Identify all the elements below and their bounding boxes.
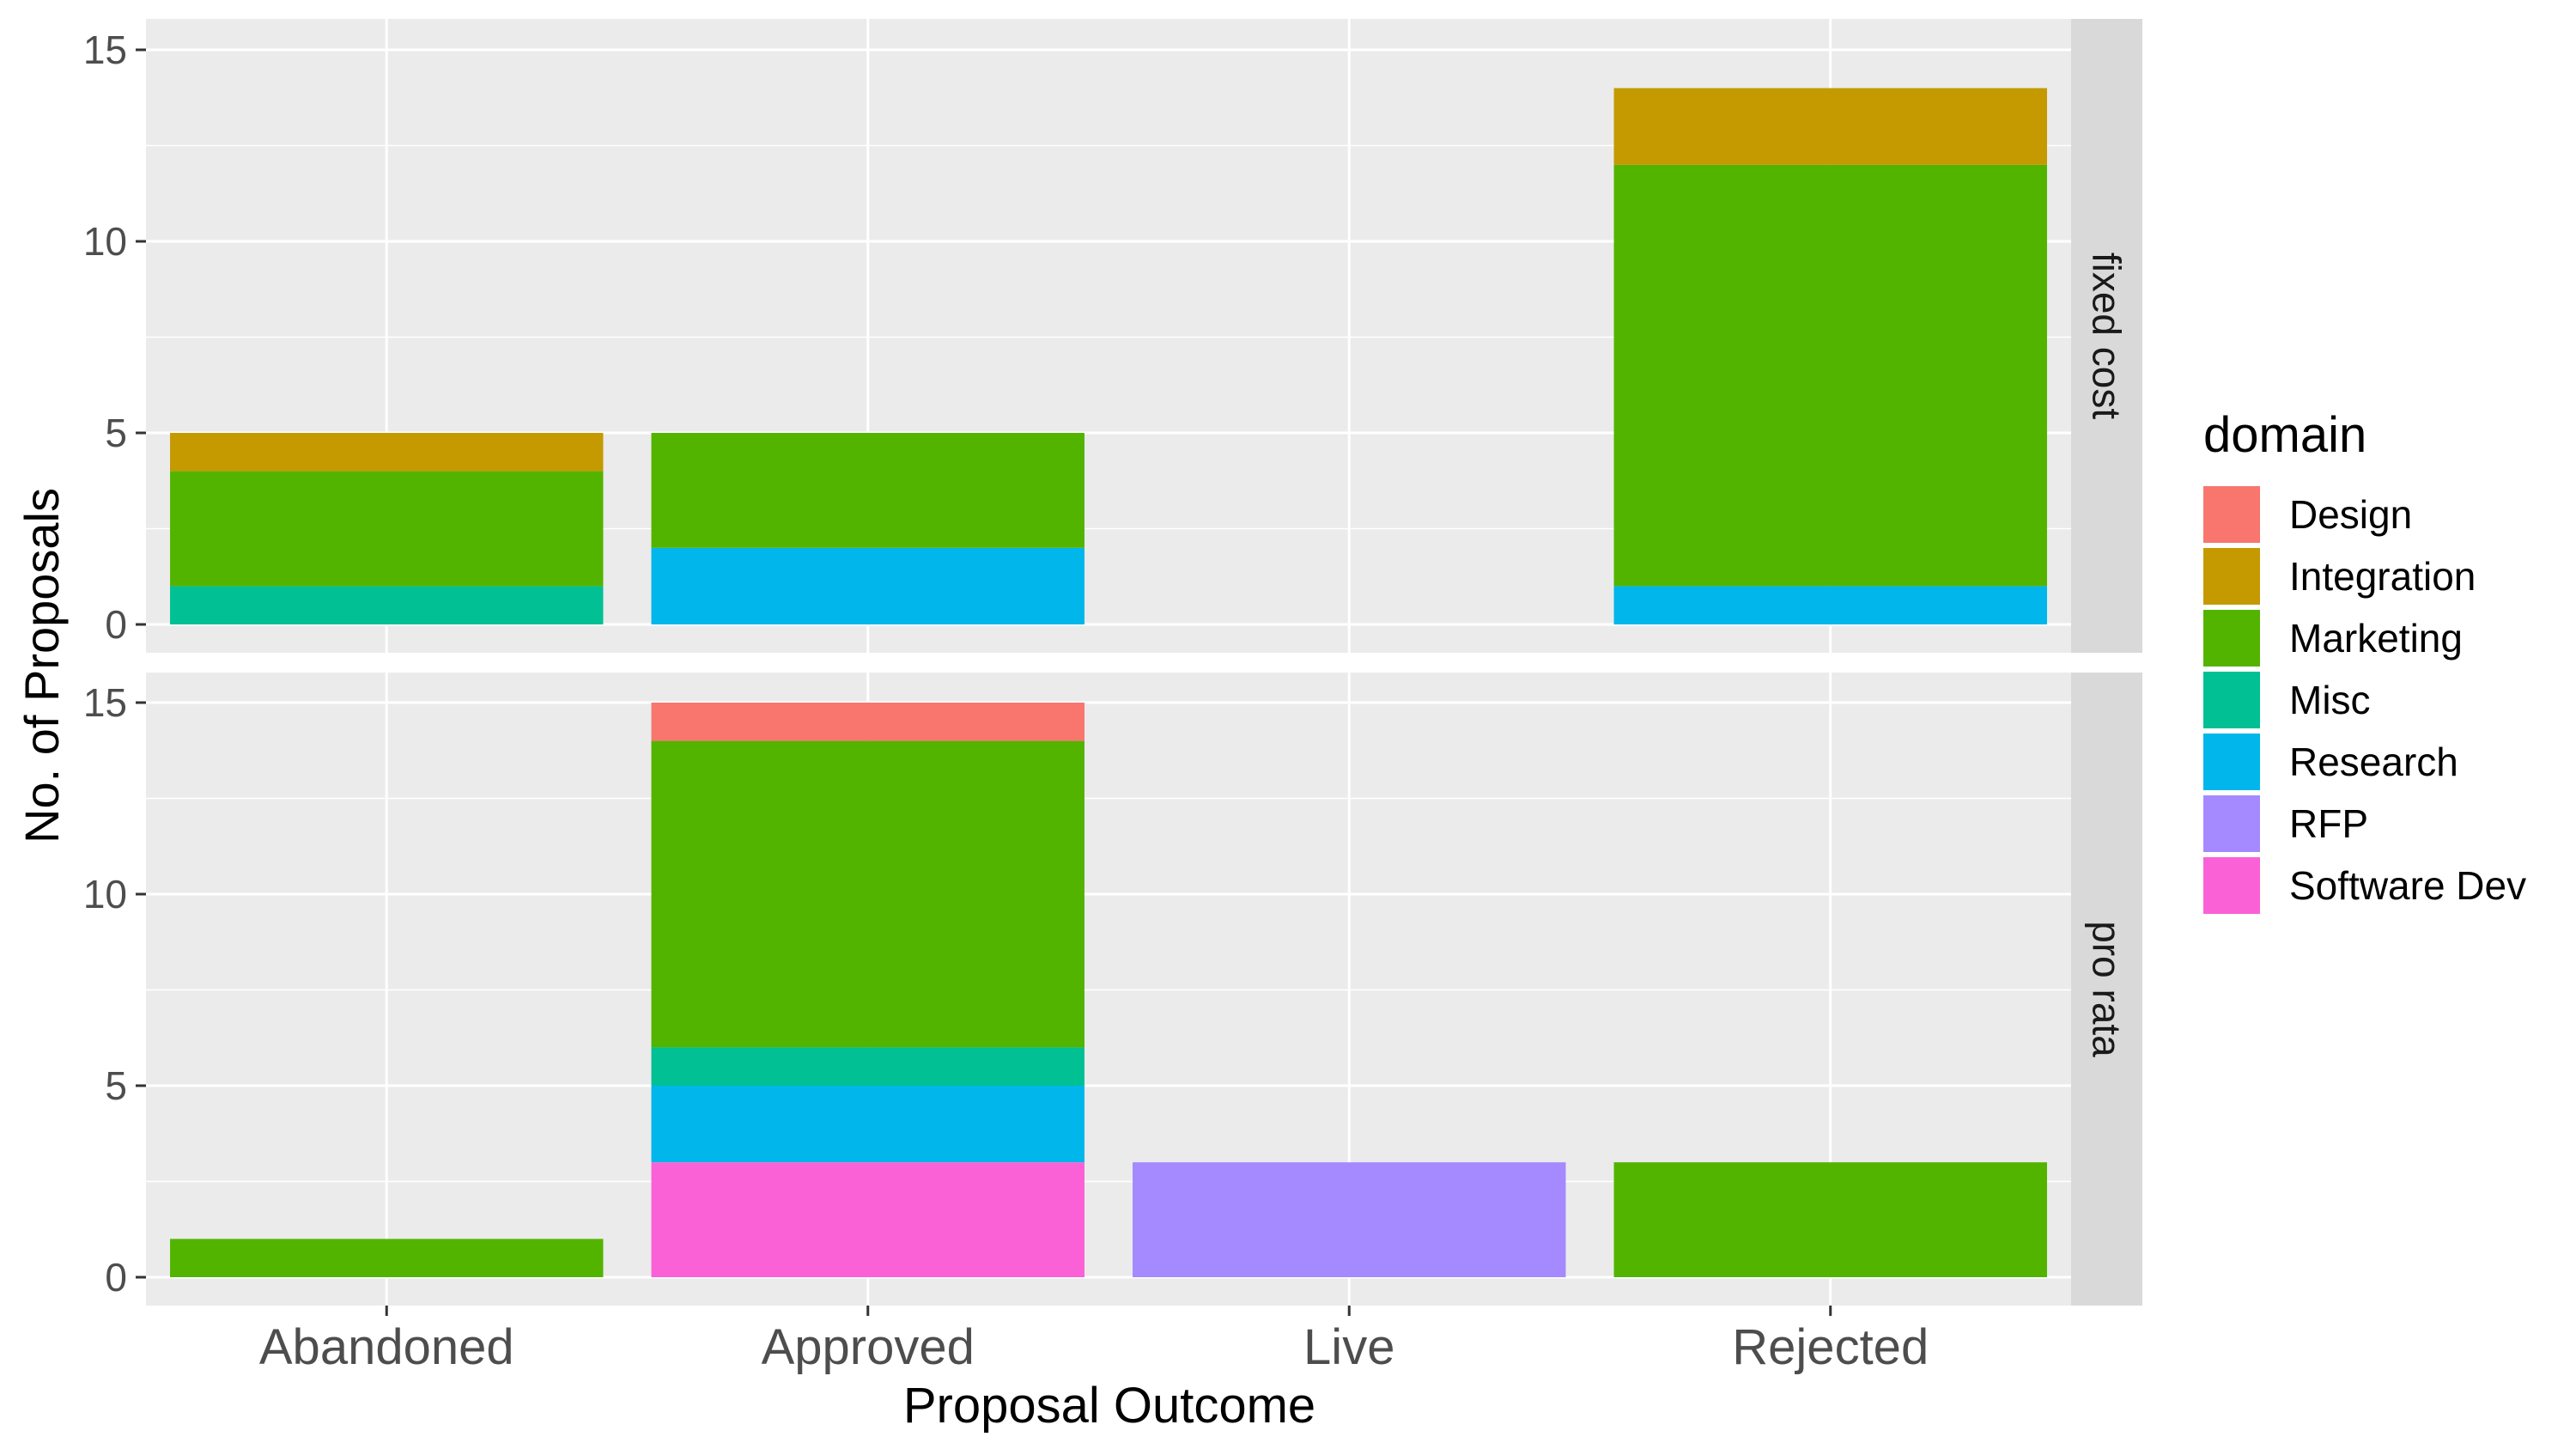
x-tick-label: Live	[1303, 1319, 1394, 1375]
bar-segment-marketing	[651, 740, 1084, 1048]
y-tick-label: 0	[105, 602, 127, 647]
legend: domain Design Integration Marketing Misc Res…	[2203, 407, 2526, 914]
y-tick-label: 15	[83, 680, 127, 725]
y-tick-label: 10	[83, 219, 127, 264]
bar-segment-marketing	[1613, 1162, 2047, 1277]
axes: 0 5 10 15 0 5 10 15 Abandoned Approved Live Rejecte…	[83, 27, 1929, 1375]
facet-strip	[2071, 673, 2142, 1306]
x-axis-title: Proposal Outcome	[903, 1378, 1315, 1434]
legend-label: Design	[2289, 492, 2412, 537]
bar-segment-marketing	[651, 433, 1084, 548]
bar-segment-research	[651, 547, 1084, 624]
legend-label: Misc	[2289, 678, 2371, 722]
legend-key-marketing	[2203, 610, 2260, 667]
facet-strip-label: pro rata	[2085, 921, 2129, 1057]
bar-segment-integration	[1613, 88, 2047, 165]
bar-segment-misc	[651, 1047, 1084, 1086]
y-tick-label: 0	[105, 1255, 127, 1300]
legend-label: RFP	[2289, 801, 2368, 846]
bar-segment-integration	[170, 433, 604, 472]
legend-key-rfp	[2203, 795, 2260, 852]
bar-segment-software-dev	[651, 1162, 1084, 1277]
facet-strip-label: fixed cost	[2085, 253, 2129, 420]
bar-segment-research	[651, 1086, 1084, 1163]
legend-key-software-dev	[2203, 857, 2260, 914]
y-tick-label: 15	[83, 27, 127, 72]
bar-segment-marketing	[170, 471, 604, 587]
bar-segment-design	[651, 703, 1084, 741]
legend-key-misc	[2203, 672, 2260, 728]
facet-strip	[2071, 19, 2142, 653]
legend-key-research	[2203, 734, 2260, 790]
x-tick-label: Abandoned	[259, 1319, 514, 1375]
x-tick-label: Rejected	[1732, 1319, 1929, 1375]
legend-label: Software Dev	[2289, 863, 2526, 908]
legend-title: domain	[2203, 407, 2366, 463]
x-tick-label: Approved	[762, 1319, 975, 1375]
legend-key-design	[2203, 486, 2260, 543]
y-tick-label: 5	[105, 1063, 127, 1108]
legend-key-integration	[2203, 548, 2260, 605]
y-tick-label: 5	[105, 411, 127, 455]
legend-label: Marketing	[2289, 616, 2463, 661]
bar-segment-misc	[170, 586, 604, 624]
bar-segment-marketing	[1613, 164, 2047, 587]
legend-label: Integration	[2289, 554, 2476, 599]
bar-segment-research	[1613, 586, 2047, 624]
y-axis-title: No. of Proposals	[15, 488, 69, 843]
bar-marks	[170, 88, 2047, 1277]
legend-label: Research	[2289, 740, 2458, 784]
bar-segment-marketing	[170, 1239, 604, 1277]
bar-segment-rfp	[1133, 1162, 1566, 1277]
y-tick-label: 10	[83, 872, 127, 916]
